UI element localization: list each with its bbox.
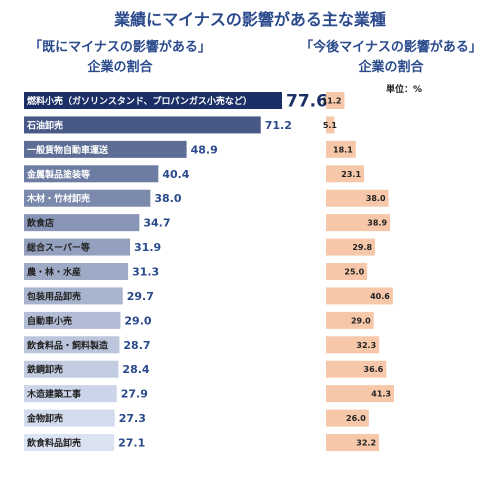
- right-value-label: 23.1: [341, 170, 361, 179]
- left-bar: [24, 434, 115, 452]
- right-bar: [326, 140, 356, 158]
- chart-title: 業績にマイナスの影響がある主な業種: [114, 10, 386, 29]
- right-value-label: 41.3: [371, 390, 391, 399]
- left-bar: [24, 214, 140, 232]
- category-label: 石油卸売: [26, 119, 63, 131]
- right-bar: [326, 434, 380, 452]
- right-value-label: 32.3: [356, 341, 376, 350]
- right-heading-line2: 企業の割合: [358, 60, 424, 75]
- right-bar: [326, 409, 369, 427]
- right-value-label: 25.0: [344, 268, 364, 277]
- right-value-label: 26.0: [346, 414, 366, 423]
- left-bar: [24, 238, 131, 256]
- left-value-label: 40.4: [162, 168, 189, 181]
- right-value-label: 32.2: [356, 439, 376, 448]
- left-value-label: 28.4: [122, 363, 149, 376]
- right-bar: [326, 336, 380, 354]
- left-bar: [24, 311, 121, 329]
- category-label: 金属製品塗装等: [26, 168, 90, 180]
- category-label: 木材・竹材卸売: [26, 193, 90, 205]
- right-bar: [326, 116, 335, 134]
- category-label: 飲食料品卸売: [26, 437, 81, 449]
- category-label: 包装用品卸売: [26, 290, 81, 302]
- right-value-label: 36.6: [364, 365, 384, 374]
- category-label: 総合スーパー等: [27, 242, 90, 254]
- right-value-label: 38.0: [366, 194, 386, 203]
- left-value-label: 34.7: [143, 217, 170, 230]
- left-bar: [24, 140, 187, 158]
- right-heading: 「今後マイナスの影響がある」 企業の割合: [282, 38, 500, 78]
- left-value-label: 27.3: [119, 412, 146, 425]
- right-bar: [326, 263, 368, 281]
- right-value-label: 29.0: [351, 316, 371, 325]
- left-heading-line1: 「既にマイナスの影響がある」: [29, 40, 211, 55]
- right-heading-line1: 「今後マイナスの影響がある」: [300, 40, 482, 55]
- category-label: 飲食料品・飼料製造: [26, 339, 109, 351]
- left-bar: [24, 287, 123, 305]
- left-value-label: 48.9: [191, 143, 218, 156]
- category-label: 燃料小売（ガソリンスタンド、プロパンガス小売など）: [27, 95, 252, 107]
- left-bar: [24, 360, 119, 378]
- right-value-label: 18.1: [333, 145, 353, 154]
- left-value-label: 38.0: [154, 192, 181, 205]
- right-bar: [326, 214, 391, 232]
- right-value-label: 29.8: [352, 243, 372, 252]
- category-label: 一般貨物自動車運送: [27, 144, 109, 156]
- right-value-label: 5.1: [323, 121, 338, 130]
- right-bar: [326, 385, 394, 403]
- right-bar: [326, 287, 393, 305]
- category-label: 金物卸売: [26, 413, 63, 425]
- left-bar: [24, 336, 120, 354]
- category-label: 飲食店: [26, 217, 54, 229]
- right-bar: [326, 92, 345, 109]
- category-label: 木造建築工事: [26, 388, 81, 400]
- category-label: 農・林・水産: [27, 266, 81, 278]
- right-bar: [326, 165, 365, 183]
- right-value-label: 40.6: [370, 292, 390, 301]
- right-bar: [326, 238, 376, 256]
- category-label: 鉄鋼卸売: [27, 364, 63, 376]
- left-value-label: 31.3: [132, 266, 159, 279]
- left-heading: 「既にマイナスの影響がある」 企業の割合: [2, 38, 238, 78]
- left-value-label: 31.9: [134, 241, 161, 254]
- category-label: 自動車小売: [27, 315, 72, 327]
- left-value-label: 28.7: [123, 339, 150, 352]
- left-value-label: 77.6: [286, 92, 328, 112]
- left-value-label: 29.7: [127, 290, 154, 303]
- right-bar: [326, 360, 387, 378]
- right-bar: [326, 189, 389, 207]
- left-bar: [24, 385, 117, 403]
- left-bar: [24, 263, 129, 281]
- left-value-label: 27.1: [118, 437, 145, 450]
- left-bar: [24, 92, 282, 109]
- right-value-label: 11.2: [322, 97, 342, 106]
- right-value-label: 38.9: [367, 219, 387, 228]
- left-bar: [24, 189, 151, 207]
- left-value-label: 27.9: [121, 388, 148, 401]
- left-bar: [24, 165, 159, 183]
- right-bar: [326, 311, 374, 329]
- left-heading-line2: 企業の割合: [87, 60, 153, 75]
- left-bar: [24, 409, 115, 427]
- left-value-label: 71.2: [265, 119, 292, 132]
- unit-label: 単位：%: [386, 85, 423, 95]
- left-bar: [24, 116, 261, 134]
- left-value-label: 29.0: [124, 314, 151, 327]
